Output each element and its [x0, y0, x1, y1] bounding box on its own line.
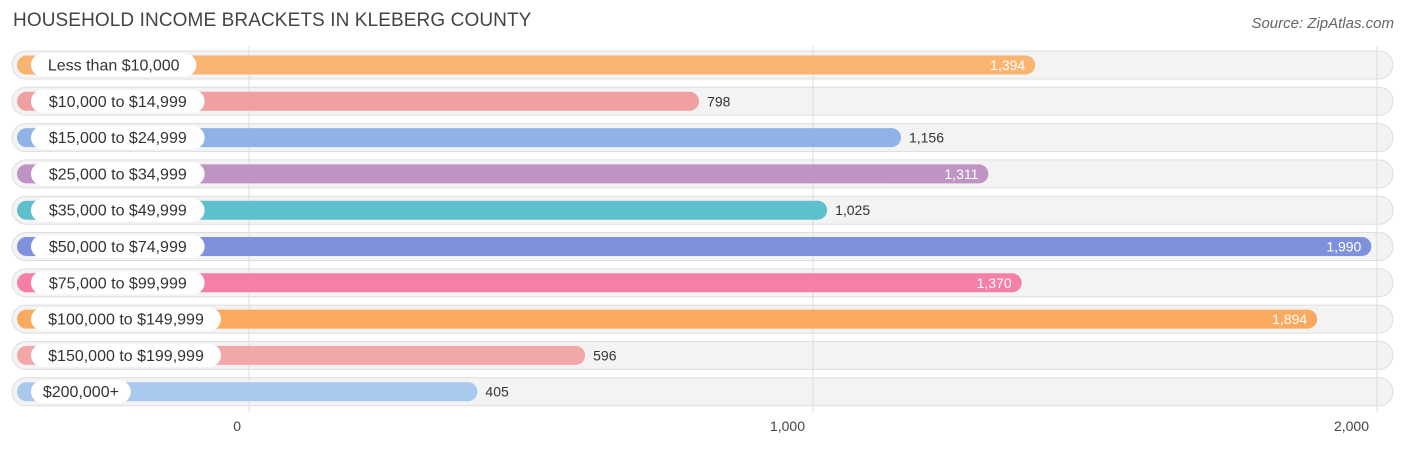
bar — [17, 382, 478, 402]
category-label: $25,000 to $34,999 — [49, 166, 187, 183]
bar — [17, 273, 1022, 293]
category-label: $15,000 to $24,999 — [49, 130, 187, 147]
category-label: Less than $10,000 — [48, 58, 180, 75]
x-tick-label: 1,000 — [770, 418, 805, 434]
bar — [17, 200, 828, 220]
bar — [17, 55, 1036, 75]
value-label: 1,894 — [1272, 311, 1307, 327]
value-label: 1,370 — [977, 275, 1012, 291]
value-label: 1,394 — [990, 57, 1025, 73]
value-label: 798 — [707, 93, 731, 109]
category-label-pill — [31, 271, 205, 295]
category-label: $75,000 to $99,999 — [49, 275, 187, 292]
bar — [17, 164, 989, 184]
bar — [17, 128, 901, 148]
category-label: $35,000 to $49,999 — [49, 203, 187, 220]
category-label-pill — [31, 162, 205, 186]
category-label: $50,000 to $74,999 — [49, 239, 187, 256]
category-label: $200,000+ — [43, 384, 119, 401]
value-label: 1,311 — [944, 166, 978, 182]
category-label-pill — [31, 198, 205, 222]
category-label-pill — [31, 380, 131, 404]
category-label-pill — [31, 53, 197, 77]
bar — [17, 309, 1318, 329]
category-label-pill — [31, 235, 205, 258]
value-label: 1,025 — [835, 202, 870, 218]
category-label-pill — [31, 89, 205, 113]
source-note: Source: ZipAtlas.com — [1251, 15, 1394, 32]
bar — [17, 237, 1372, 256]
category-label-pill — [31, 343, 221, 367]
value-label: 405 — [485, 384, 509, 400]
category-label-pill — [31, 307, 221, 331]
value-label: 1,990 — [1326, 239, 1361, 255]
category-label: $10,000 to $14,999 — [49, 94, 187, 111]
x-tick-label: 2,000 — [1334, 418, 1369, 434]
x-tick-label: 0 — [233, 418, 241, 434]
category-label-pill — [31, 126, 205, 150]
category-label: $150,000 to $199,999 — [48, 348, 204, 365]
value-label: 596 — [593, 347, 617, 363]
value-label: 1,156 — [909, 130, 944, 146]
category-label: $100,000 to $149,999 — [48, 312, 204, 329]
chart-title: HOUSEHOLD INCOME BRACKETS IN KLEBERG COU… — [13, 10, 532, 31]
